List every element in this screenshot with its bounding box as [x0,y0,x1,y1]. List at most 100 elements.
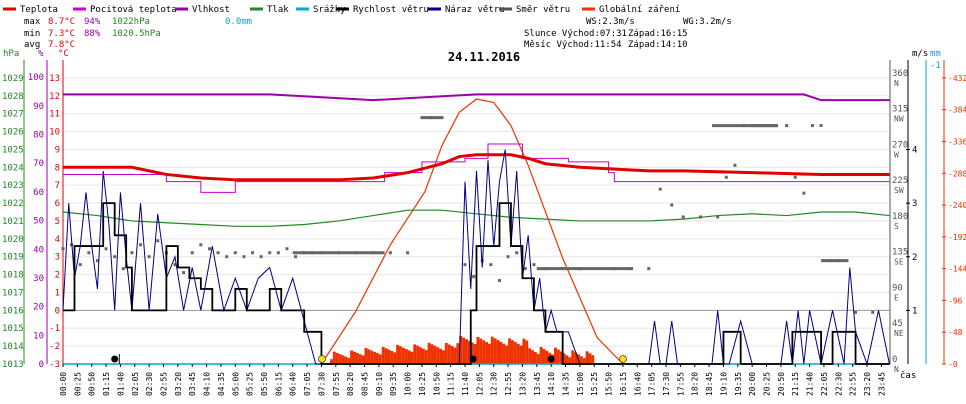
radiation-bar [413,344,417,364]
axis-unit-degc: °C [58,49,69,59]
radiation-bar [361,355,365,364]
radiation-bar [505,345,509,364]
radiation-bars [330,336,595,364]
radiation-bar [490,336,494,364]
stat-sunset: Západ:16:15 [628,29,688,39]
radiation-bar [559,351,563,364]
radiation-tick-label: -192 [948,233,966,242]
wind-direction-point [854,310,858,314]
series-pressure [62,209,890,227]
radiation-bar [542,348,546,364]
wind-direction-point [506,255,510,259]
radiation-bar [393,352,397,364]
radiation-bar [373,351,377,364]
radiation-bar [513,341,517,364]
temperature-tick-label: 3 [55,253,60,263]
stats-panel: max 8.7°C 94% 1022hPa 0.0mm min 7.3°C 88… [24,17,732,50]
wind-direction-point [113,255,117,259]
pressure-tick-label: 1019 [2,253,24,263]
radiation-bar [528,348,532,364]
radiation-bar [502,343,506,364]
wind-direction-point [463,263,467,267]
x-tick-label: 09:10 [375,372,384,396]
radiation-bar [330,359,333,364]
x-tick-label: 05:00 [231,372,240,396]
radiation-bar [353,351,356,364]
radiation-bar [358,354,362,364]
radiation-bar [485,342,489,364]
legend-label: Náraz větru [445,5,505,15]
wind-direction-point [670,203,674,207]
wind-tick-label: 1 [912,306,917,316]
wind-direction-point [294,255,298,259]
x-tick-label: 21:15 [791,372,800,396]
legend: Teplota Pocitová teplota Vlhkost Tlak Srážky… [3,5,680,15]
wind-direction-point [130,251,134,255]
direction-tick-label: 225 [892,176,908,186]
x-tick-label: 03:20 [174,372,183,396]
legend-label: Pocitová teplota [90,5,177,15]
direction-compass-label: S [894,222,899,231]
x-tick-label: 17:30 [662,372,671,396]
radiation-bar [421,348,425,364]
stat-avg-temp: 7.8°C [48,40,75,50]
radiation-bar [525,340,529,364]
x-tick-label: 09:35 [389,372,398,396]
radiation-bar [433,345,437,364]
humidity-tick-label: 40 [33,245,44,255]
direction-tick-label: 0 [892,355,897,365]
legend-label: Globální záření [599,5,680,15]
x-tick-label: 10:00 [404,372,413,396]
moonset-marker [547,355,555,363]
temperature-tick-label: 4 [55,235,60,245]
moonrise-marker [469,355,477,363]
x-tick-label: 07:30 [317,372,326,396]
radiation-tick-label: -96 [948,296,963,305]
radiation-bar [554,347,557,364]
x-tick-label: 07:05 [303,372,312,396]
radiation-tick-label: -240 [948,201,966,210]
radiation-bar [370,350,374,364]
wind-direction-point [489,263,493,267]
radiation-bar [410,351,414,364]
wind-direction-point [147,255,151,259]
wind-direction-point [647,267,651,271]
radiation-bar [456,343,460,364]
series-global-radiation [320,98,624,365]
wind-direction-point [78,263,82,267]
pressure-tick-label: 1025 [2,145,24,155]
radiation-bar [453,347,457,364]
x-tick-label: 22:55 [849,372,858,396]
x-tick-label: 01:40 [116,372,125,396]
sunset-marker [619,355,627,363]
stat-sunrise: Slunce Východ:07:31 [524,29,627,39]
radiation-bar [375,353,379,364]
radiation-bar [562,353,566,364]
temperature-tick-label: 8 [55,163,60,173]
wind-direction-point [190,251,194,255]
x-tick-label: 04:10 [203,372,212,396]
x-tick-label: 11:40 [461,372,470,396]
radiation-bar [465,339,468,364]
axis-unit-hpa: hPa [3,49,19,59]
radiation-bar [574,352,578,364]
wind-direction-point [61,247,65,251]
x-tick-label: 22:30 [834,372,843,396]
radiation-bar [447,344,451,364]
wind-direction-point [681,215,685,219]
radiation-bar [499,341,503,364]
pressure-tick-label: 1024 [2,163,24,173]
x-tick-label: 19:10 [719,372,728,396]
radiation-bar [335,352,339,364]
radiation-tick-label: -0 [948,360,958,369]
radiation-bar [424,350,428,364]
pressure-tick-label: 1027 [2,110,24,120]
radiation-tick-label: -288 [948,169,966,178]
direction-tick-label: 270 [892,140,908,150]
radiation-bar [516,343,520,364]
radiation-bar [442,350,445,364]
x-tick-label: 04:35 [217,372,226,396]
temperature-tick-label: 7 [55,181,60,191]
